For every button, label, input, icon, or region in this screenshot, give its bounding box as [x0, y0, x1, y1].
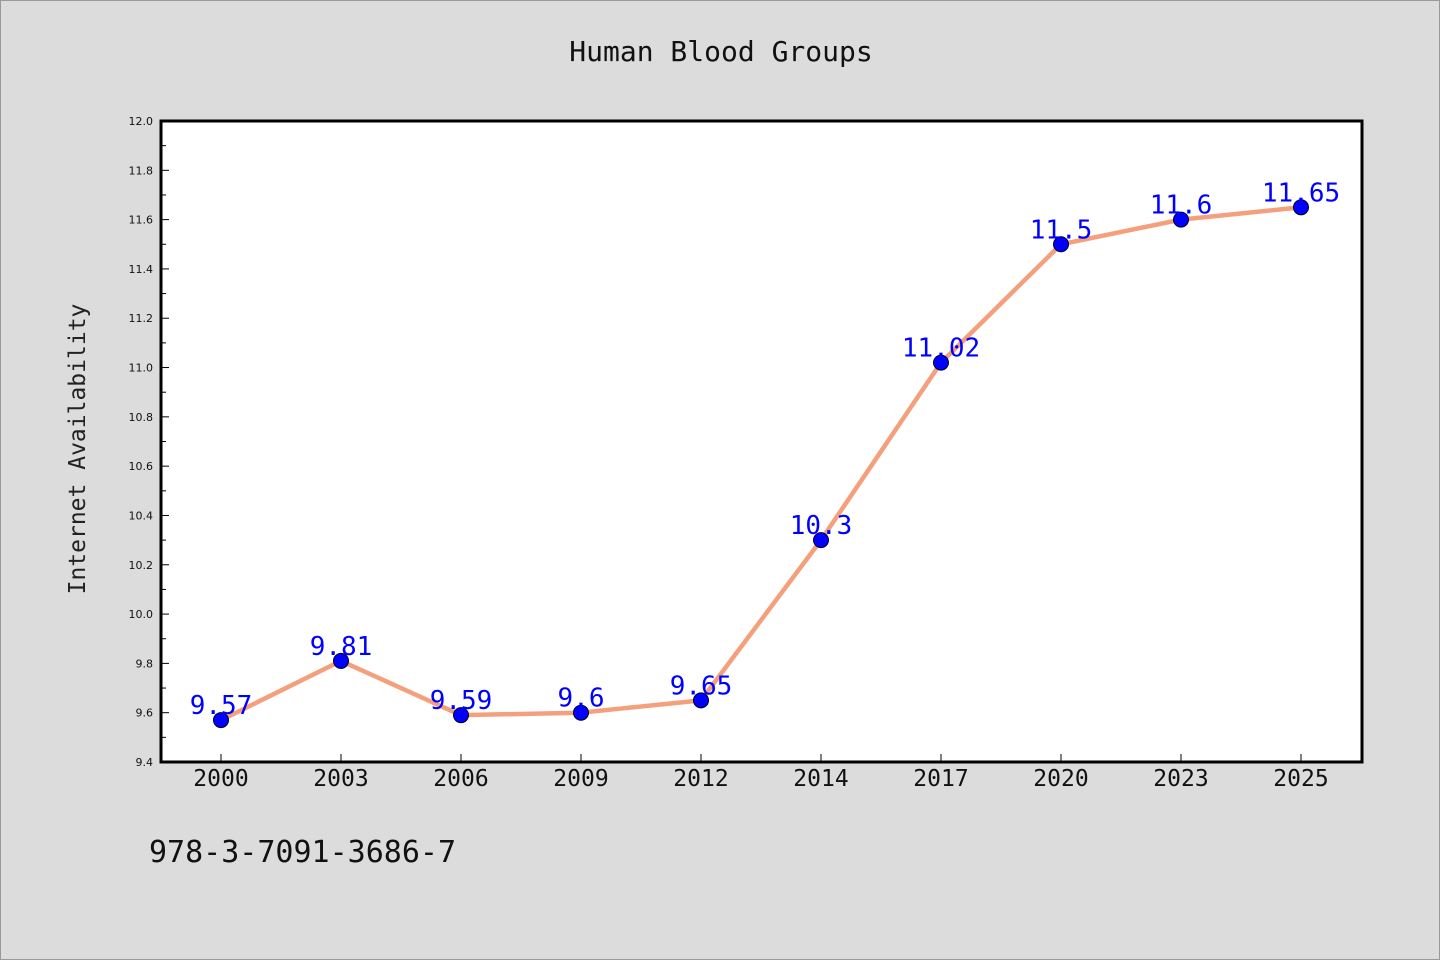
x-tick-label: 2020 [1033, 766, 1088, 792]
y-tick-label: 11.0 [129, 362, 154, 375]
y-tick-label: 11.8 [129, 164, 154, 177]
x-axis-ticks: 2000 2003 2006 2009 2012 2014 2017 2020 2023 2025 [193, 754, 1329, 792]
data-label: 9.6 [558, 684, 605, 714]
data-point [213, 712, 229, 729]
data-label: 10.3 [790, 511, 853, 541]
y-tick-label: 11.4 [129, 263, 154, 276]
data-point [573, 704, 589, 721]
y-tick-label: 10.4 [129, 509, 154, 522]
data-point [453, 707, 469, 724]
y-tick-label: 9.8 [136, 657, 154, 670]
x-tick-label: 2023 [1153, 766, 1208, 792]
data-label: 9.57 [190, 691, 253, 721]
y-tick-label: 9.4 [136, 756, 154, 769]
data-label: 11.5 [1030, 215, 1093, 245]
x-tick-label: 2009 [553, 766, 608, 792]
data-point [813, 532, 829, 549]
y-tick-label: 9.6 [136, 707, 154, 720]
y-tick-label: 10.2 [129, 559, 154, 572]
chart-title: Human Blood Groups [569, 35, 873, 68]
data-label: 11.65 [1262, 178, 1340, 208]
data-labels: 9.57 9.81 9.59 9.6 9.65 10.3 11.02 11.5 11.6 11.6… [190, 178, 1340, 721]
data-label: 9.59 [430, 686, 493, 716]
x-tick-label: 2014 [793, 766, 848, 792]
x-tick-label: 2017 [913, 766, 968, 792]
y-tick-label: 10.8 [129, 411, 154, 424]
x-tick-label: 2003 [313, 766, 368, 792]
x-tick-label: 2025 [1273, 766, 1328, 792]
series-lines [218, 205, 1304, 723]
y-tick-label: 10.0 [129, 608, 154, 621]
data-label: 9.81 [310, 632, 373, 662]
x-tick-label: 2012 [673, 766, 728, 792]
data-label: 11.02 [902, 334, 980, 364]
x-tick-label: 2000 [193, 766, 248, 792]
y-tick-label: 11.2 [129, 312, 154, 325]
data-point [1293, 199, 1309, 216]
data-label: 11.6 [1150, 191, 1213, 221]
series-points [213, 199, 1309, 729]
data-point [1173, 211, 1189, 228]
x-tick-label: 2006 [433, 766, 488, 792]
y-tick-label: 12.0 [129, 115, 154, 128]
series-line [218, 205, 1304, 723]
data-point [1053, 236, 1069, 253]
y-axis-ticks: 9.4 9.6 9.8 10.0 10.2 10.4 10.6 10.8 11.0 11.2 11.… [129, 115, 169, 769]
isbn-footer: 978-3-7091-3686-7 [149, 835, 457, 870]
plot-area [159, 119, 1364, 764]
data-label: 9.65 [670, 671, 733, 701]
y-tick-label: 10.6 [129, 460, 154, 473]
y-tick-label: 11.6 [129, 214, 154, 227]
data-point [333, 652, 349, 669]
data-point [693, 692, 709, 709]
data-point [933, 354, 949, 371]
